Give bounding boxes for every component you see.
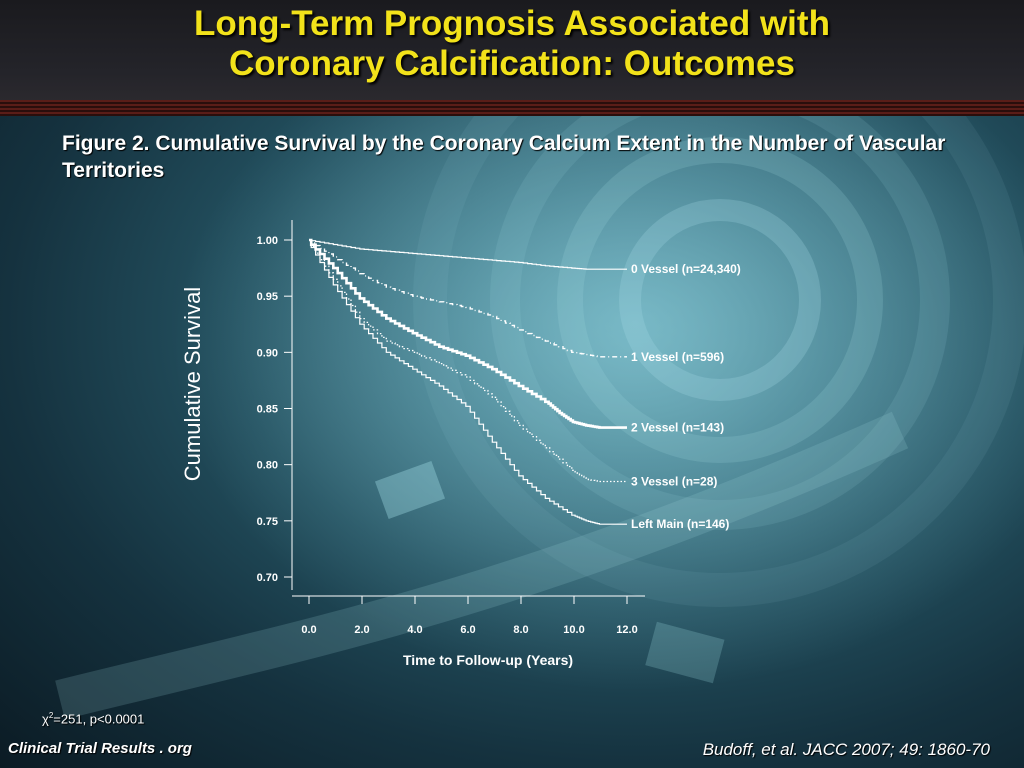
y-axis-label: Cumulative Survival [180, 287, 205, 481]
series-label-0: 0 Vessel (n=24,340) [631, 262, 741, 276]
y-tick-label: 0.85 [257, 404, 278, 416]
x-tick-label: 0.0 [301, 624, 316, 636]
x-tick-label: 12.0 [616, 624, 637, 636]
chi-square-stat: χ2=251, p<0.0001 [42, 711, 144, 726]
series-label-1: 1 Vessel (n=596) [631, 350, 724, 364]
y-tick-label: 0.95 [257, 291, 278, 303]
x-tick-label: 4.0 [407, 624, 422, 636]
slide-title-line-1: Long-Term Prognosis Associated with [194, 4, 830, 43]
y-tick-label: 1.00 [257, 235, 278, 247]
y-tick-label: 0.90 [257, 347, 278, 359]
y-tick-label: 0.75 [257, 516, 278, 528]
chart-axes: 1.00 0.95 0.90 0.85 0.80 0.75 0.70 0.0 2.0 4.0 6.0… [257, 220, 645, 636]
x-axis-label: Time to Follow-up (Years) [403, 652, 573, 668]
series-line-1 [309, 239, 627, 358]
x-tick-label: 8.0 [513, 624, 528, 636]
series-line-0 [309, 239, 627, 270]
y-tick-label: 0.80 [257, 460, 278, 472]
series-line-3 [309, 239, 627, 483]
chart-series-layer: 0 Vessel (n=24,340) 1 Vessel (n=596) 2 Ves… [309, 238, 741, 531]
series-label-3: 3 Vessel (n=28) [631, 475, 717, 489]
y-tick-label: 0.70 [257, 572, 278, 584]
series-line-4 [309, 239, 627, 525]
series-label-4: Left Main (n=146) [631, 517, 729, 531]
series-line-2 [309, 238, 627, 429]
x-tick-label: 6.0 [460, 624, 475, 636]
x-tick-label: 10.0 [563, 624, 584, 636]
figure-title: Figure 2. Cumulative Survival by the Cor… [62, 132, 946, 182]
title-band [0, 0, 1024, 104]
source-website: Clinical Trial Results . org [8, 740, 192, 757]
series-label-2: 2 Vessel (n=143) [631, 421, 724, 435]
slide-title-line-2: Coronary Calcification: Outcomes [229, 44, 795, 83]
title-divider [0, 100, 1024, 116]
chi-superscript: 2 [48, 711, 54, 720]
x-tick-label: 2.0 [354, 624, 369, 636]
slide-title: Long-Term Prognosis Associated with Coro… [0, 4, 1024, 84]
chi-symbol: χ [42, 711, 49, 727]
citation: Budoff, et al. JACC 2007; 49: 1860-70 [702, 740, 990, 759]
chi-value: =251, p<0.0001 [53, 711, 145, 727]
